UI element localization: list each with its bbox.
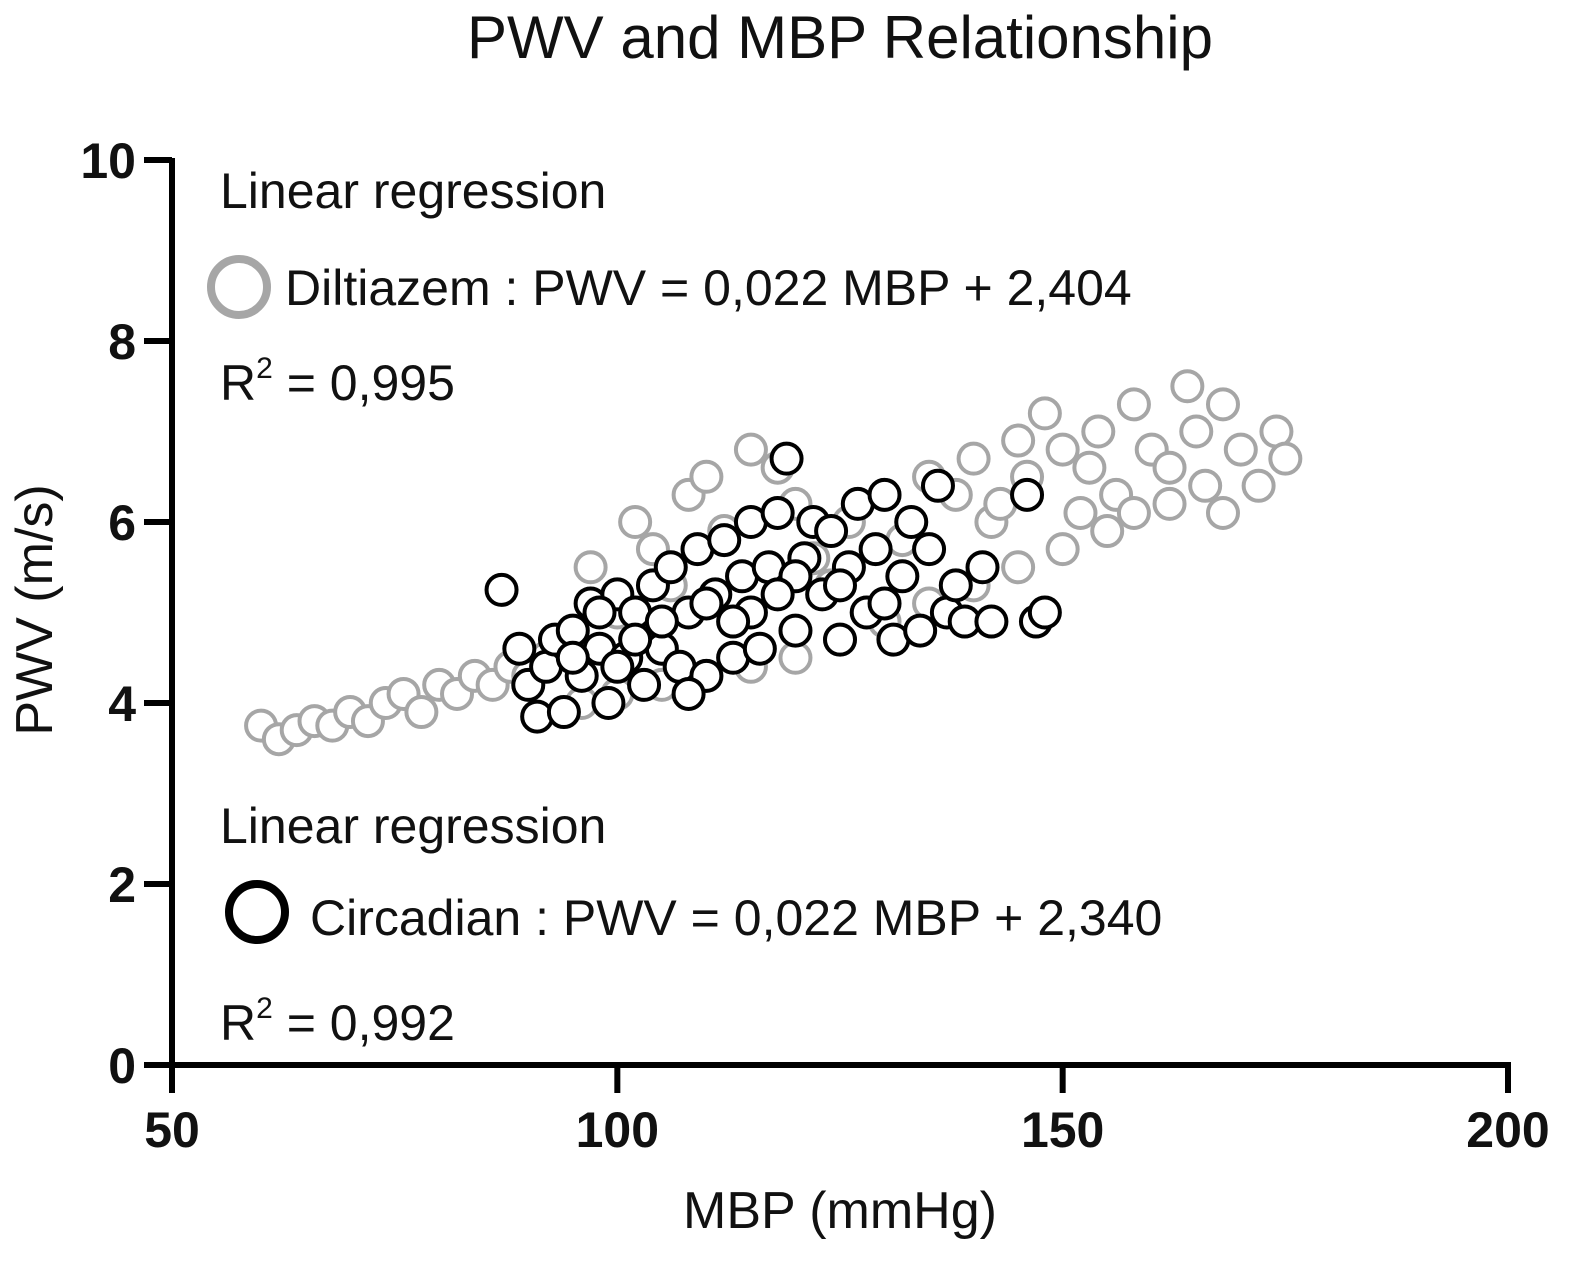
circadian-point bbox=[671, 676, 706, 711]
y-tick-label: 6 bbox=[108, 495, 136, 551]
diltiazem-point bbox=[1001, 423, 1036, 458]
diltiazem-point bbox=[1027, 396, 1062, 431]
circadian-point bbox=[867, 477, 902, 512]
diltiazem-point bbox=[618, 505, 653, 539]
diltiazem-point bbox=[689, 459, 724, 494]
diltiazem-points bbox=[244, 369, 1303, 757]
diltiazem-equation: Diltiazem : PWV = 0,022 MBP + 2,404 bbox=[285, 260, 1132, 316]
y-tick-label: 10 bbox=[80, 133, 136, 189]
circadian-point bbox=[778, 613, 813, 648]
circadian-point bbox=[591, 686, 626, 720]
circadian-point bbox=[502, 631, 537, 666]
circadian-point bbox=[903, 613, 938, 648]
x-tick-label: 200 bbox=[1466, 1102, 1549, 1158]
r-squared-value: = 0,992 bbox=[273, 995, 455, 1051]
diltiazem-point bbox=[404, 695, 439, 730]
diltiazem-point bbox=[1152, 450, 1187, 485]
circadian-point bbox=[769, 441, 804, 476]
circadian-r-squared: R2 = 0,992 bbox=[220, 992, 455, 1051]
circadian-point bbox=[823, 622, 857, 657]
r-squared-value: = 0,995 bbox=[273, 355, 455, 411]
circadian-point bbox=[965, 550, 1000, 585]
x-tick-label: 50 bbox=[144, 1102, 200, 1158]
circadian-point bbox=[716, 604, 751, 639]
diltiazem-point bbox=[1090, 514, 1125, 549]
circadian-point bbox=[644, 604, 679, 639]
r-squared-prefix: R bbox=[220, 355, 256, 411]
diltiazem-point bbox=[956, 441, 991, 476]
circadian-point bbox=[920, 468, 955, 503]
diltiazem-point bbox=[1188, 468, 1223, 503]
diltiazem-legend-marker bbox=[207, 255, 271, 319]
circadian-point bbox=[582, 595, 617, 630]
circadian-point bbox=[484, 572, 519, 607]
circadian-point bbox=[618, 622, 653, 657]
r-squared-superscript: 2 bbox=[256, 992, 273, 1025]
x-tick-label: 100 bbox=[576, 1102, 659, 1158]
circadian-point bbox=[555, 640, 590, 675]
y-tick-label: 2 bbox=[108, 857, 136, 913]
diltiazem-point bbox=[1045, 432, 1080, 467]
circadian-point bbox=[1010, 477, 1045, 512]
circadian-point bbox=[894, 505, 929, 539]
circadian-point bbox=[546, 695, 581, 730]
diltiazem-point bbox=[1179, 414, 1214, 449]
circadian-point bbox=[1027, 595, 1062, 630]
y-tick-label: 8 bbox=[108, 314, 136, 370]
circadian-equation: Circadian : PWV = 0,022 MBP + 2,340 bbox=[310, 890, 1162, 946]
circadian-point bbox=[867, 586, 902, 621]
circadian-point bbox=[653, 550, 688, 585]
circadian-point bbox=[885, 559, 920, 594]
diltiazem-point bbox=[1170, 369, 1205, 404]
circadian-point bbox=[858, 532, 893, 567]
diltiazem-point bbox=[1081, 414, 1116, 449]
circadian-legend-marker bbox=[225, 880, 289, 944]
y-tick-label: 4 bbox=[108, 676, 136, 732]
upper-annotation-heading: Linear regression bbox=[220, 163, 606, 219]
circadian-point bbox=[912, 532, 947, 567]
circadian-point bbox=[938, 568, 973, 603]
x-axis-label: MBP (mmHg) bbox=[683, 1182, 997, 1240]
r-squared-prefix: R bbox=[220, 995, 256, 1051]
axes: 0 2 4 6 8 10 50 100 150 200 bbox=[80, 133, 1549, 1158]
circadian-points bbox=[484, 441, 1062, 734]
circadian-point bbox=[823, 568, 857, 603]
diltiazem-point bbox=[1241, 468, 1276, 503]
diltiazem-r-squared: R2 = 0,995 bbox=[220, 352, 455, 411]
diltiazem-point bbox=[1063, 495, 1098, 530]
circadian-point bbox=[600, 649, 635, 684]
lower-annotation-heading: Linear regression bbox=[220, 798, 606, 854]
diltiazem-point bbox=[573, 550, 608, 585]
circadian-point bbox=[760, 577, 795, 612]
diltiazem-point bbox=[1205, 495, 1240, 530]
circadian-point bbox=[742, 631, 777, 666]
circadian-point bbox=[814, 514, 849, 549]
diltiazem-point bbox=[1152, 486, 1187, 521]
diltiazem-point bbox=[1001, 550, 1036, 585]
diltiazem-point bbox=[1116, 495, 1151, 530]
r-squared-superscript: 2 bbox=[256, 352, 273, 385]
diltiazem-point bbox=[1072, 450, 1107, 485]
circadian-point bbox=[707, 523, 742, 558]
circadian-point bbox=[974, 604, 1009, 639]
circadian-point bbox=[760, 495, 795, 530]
diltiazem-point bbox=[733, 432, 768, 467]
diltiazem-point bbox=[1045, 532, 1080, 567]
y-tick-label: 0 bbox=[108, 1038, 136, 1094]
diltiazem-point bbox=[1268, 441, 1303, 476]
diltiazem-point bbox=[1223, 432, 1258, 467]
circadian-point bbox=[627, 667, 662, 702]
diltiazem-point bbox=[1116, 387, 1151, 422]
diltiazem-point bbox=[1205, 387, 1240, 422]
x-tick-label: 150 bbox=[1021, 1102, 1104, 1158]
y-axis-label: PWV (m/s) bbox=[6, 484, 64, 735]
circadian-point bbox=[689, 586, 724, 621]
chart-title: PWV and MBP Relationship bbox=[467, 4, 1213, 71]
